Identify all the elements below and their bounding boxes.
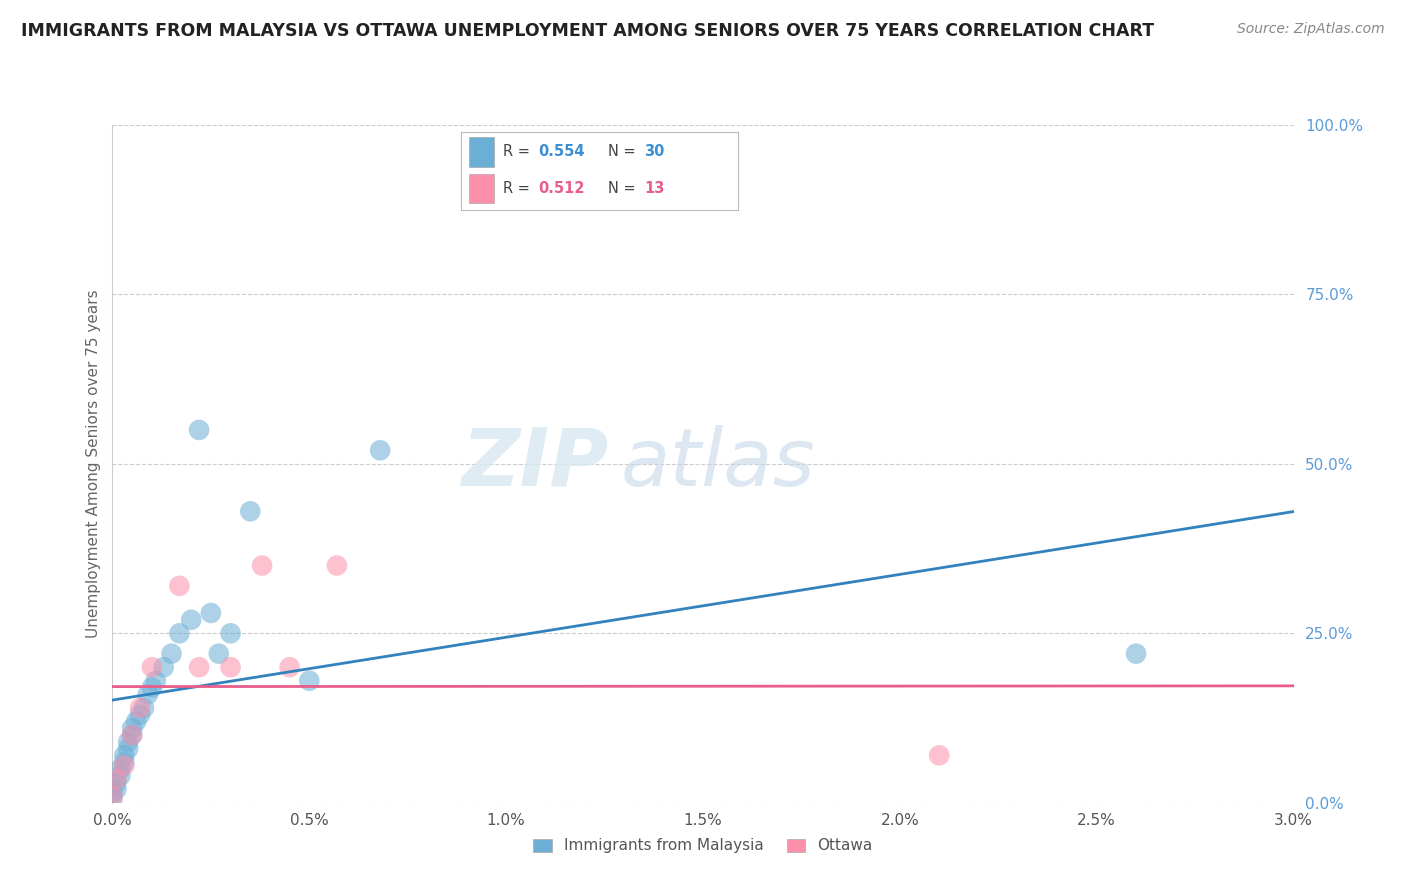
Point xyxy=(117,735,139,749)
Point xyxy=(1125,647,1147,661)
Point xyxy=(152,660,174,674)
Text: ZIP: ZIP xyxy=(461,425,609,503)
Point xyxy=(188,660,211,674)
Y-axis label: Unemployment Among Seniors over 75 years: Unemployment Among Seniors over 75 years xyxy=(86,290,101,638)
Point xyxy=(117,741,139,756)
Point xyxy=(169,626,191,640)
Point xyxy=(132,701,155,715)
Point xyxy=(160,647,183,661)
Point xyxy=(112,758,135,772)
Point xyxy=(105,775,128,789)
Point xyxy=(110,762,132,776)
Point xyxy=(250,558,273,573)
Point xyxy=(298,673,321,688)
Point xyxy=(121,728,143,742)
Text: IMMIGRANTS FROM MALAYSIA VS OTTAWA UNEMPLOYMENT AMONG SENIORS OVER 75 YEARS CORR: IMMIGRANTS FROM MALAYSIA VS OTTAWA UNEMP… xyxy=(21,22,1154,40)
Point xyxy=(141,660,163,674)
Point xyxy=(129,707,152,722)
Point xyxy=(112,755,135,769)
Point xyxy=(169,579,191,593)
Point xyxy=(928,748,950,763)
Point xyxy=(110,769,132,783)
Point xyxy=(188,423,211,437)
Point xyxy=(278,660,301,674)
Legend: Immigrants from Malaysia, Ottawa: Immigrants from Malaysia, Ottawa xyxy=(527,832,879,860)
Point xyxy=(208,647,231,661)
Point xyxy=(145,673,167,688)
Point xyxy=(112,748,135,763)
Point xyxy=(200,606,222,620)
Point xyxy=(141,681,163,695)
Point xyxy=(125,714,148,729)
Point xyxy=(121,728,143,742)
Point xyxy=(368,443,391,458)
Point xyxy=(180,613,202,627)
Point xyxy=(129,701,152,715)
Text: Source: ZipAtlas.com: Source: ZipAtlas.com xyxy=(1237,22,1385,37)
Point xyxy=(101,786,124,800)
Point xyxy=(101,792,124,806)
Point xyxy=(219,626,242,640)
Point xyxy=(101,789,124,803)
Point xyxy=(136,687,159,701)
Point xyxy=(121,721,143,735)
Point xyxy=(105,772,128,786)
Point xyxy=(326,558,349,573)
Point xyxy=(239,504,262,518)
Point xyxy=(105,782,128,797)
Text: atlas: atlas xyxy=(620,425,815,503)
Point xyxy=(219,660,242,674)
